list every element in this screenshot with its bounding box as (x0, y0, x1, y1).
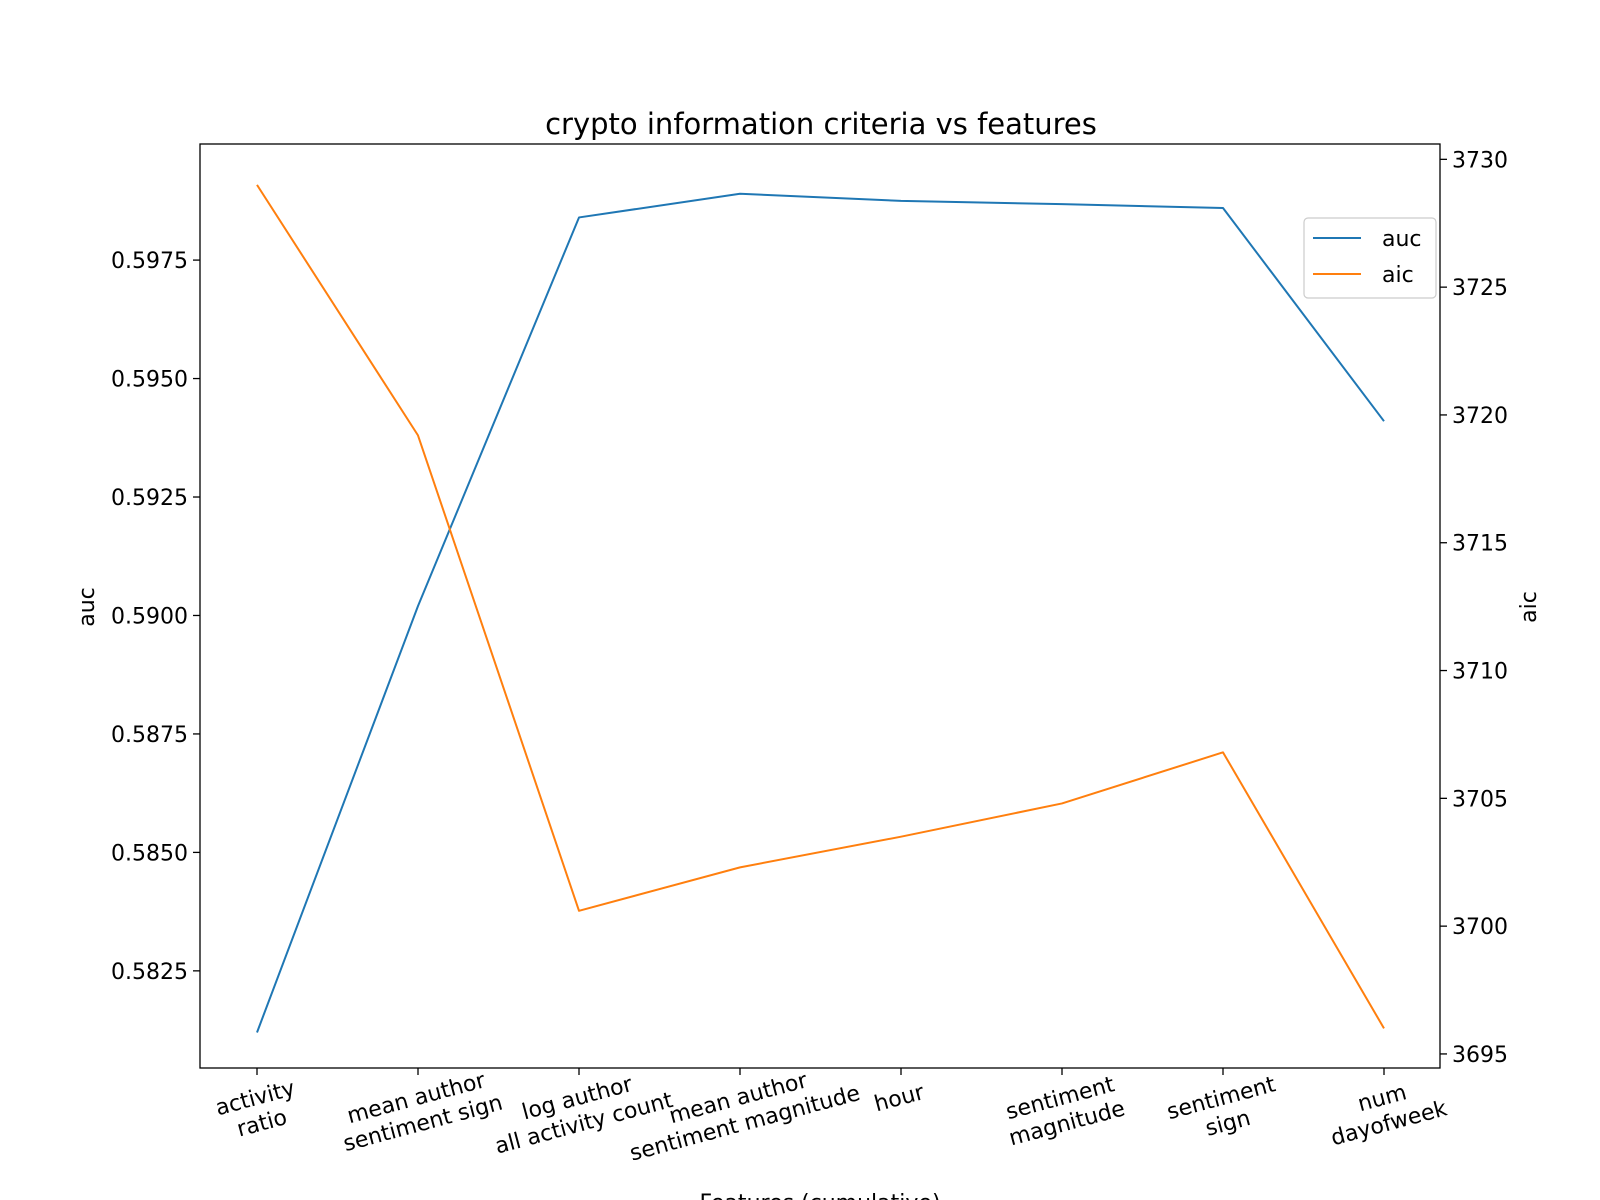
x-tick-label: activityratio (213, 1076, 305, 1146)
left-tick-label: 0.5825 (111, 960, 188, 985)
left-tick-label: 0.5850 (111, 841, 188, 866)
right-tick-label: 3695 (1452, 1043, 1508, 1068)
series-line-auc (256, 192, 1385, 1033)
legend-label-aic: aic (1382, 263, 1414, 288)
left-tick-label: 0.5925 (111, 486, 188, 511)
series-line-aic (256, 184, 1385, 1029)
right-tick-label: 3730 (1452, 148, 1508, 173)
x-axis-label: Features (cumulative) (699, 1191, 940, 1200)
left-tick-label: 0.5950 (111, 368, 188, 393)
left-tick-label: 0.5900 (111, 604, 188, 629)
x-tick-label: mean authorsentiment sign (334, 1065, 505, 1157)
x-tick-label: numdayofweek (1322, 1071, 1450, 1151)
legend: auc aic (1303, 217, 1437, 299)
legend-label-auc: auc (1382, 227, 1422, 252)
x-tick-label: sentimentsign (1164, 1072, 1285, 1150)
right-tick-label: 3715 (1452, 532, 1508, 557)
right-axis-label: aic (1517, 591, 1542, 623)
plot-area-frame (199, 143, 1441, 1069)
series-group (256, 184, 1385, 1033)
chart-title: crypto information criteria vs features (545, 107, 1097, 141)
x-axis: activityratio mean authorsentiment sign lo… (213, 1065, 1450, 1167)
left-axis-label: auc (75, 587, 100, 627)
x-tick-label: sentimentmagnitude (1000, 1071, 1128, 1151)
right-tick-label: 3710 (1452, 660, 1508, 685)
right-axis: 3695 3700 3705 3710 3715 3720 3725 3730 (1440, 148, 1508, 1068)
right-tick-label: 3700 (1452, 915, 1508, 940)
right-tick-label: 3705 (1452, 787, 1508, 812)
x-tick-label: hour (872, 1080, 928, 1117)
right-tick-label: 3725 (1452, 276, 1508, 301)
left-tick-label: 0.5875 (111, 723, 188, 748)
left-tick-label: 0.5975 (111, 249, 188, 274)
left-axis: 0.5825 0.5850 0.5875 0.5900 0.5925 0.5950 0.59… (111, 249, 200, 985)
right-tick-label: 3720 (1452, 404, 1508, 429)
